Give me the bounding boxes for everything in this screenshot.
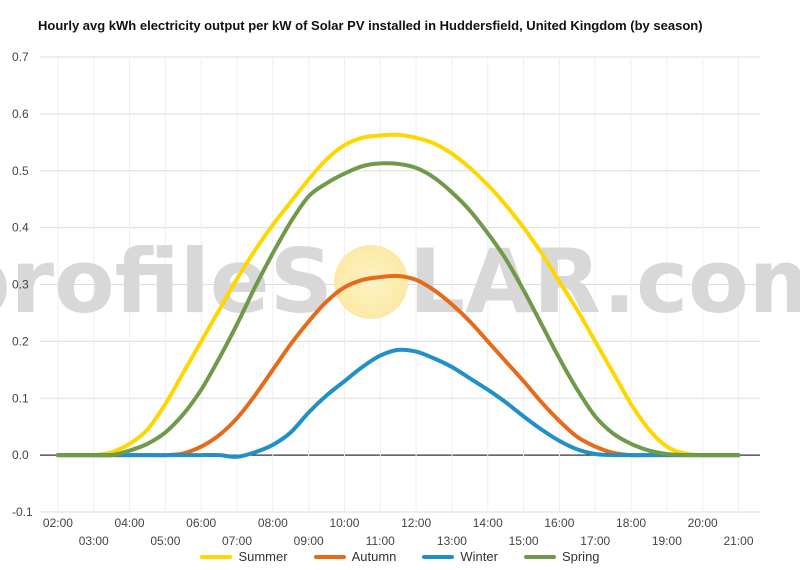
x-tick-label: 13:00 [437, 534, 467, 548]
y-tick-label: 0.3 [12, 278, 29, 292]
watermark-sun-icon [334, 245, 408, 319]
x-tick-label: 10:00 [329, 516, 359, 530]
y-tick-label: 0.5 [12, 164, 29, 178]
x-tick-label: 20:00 [688, 516, 718, 530]
x-tick-label: 19:00 [652, 534, 682, 548]
y-tick-label: 0.6 [12, 107, 29, 121]
watermark-text-right: LAR.com [409, 230, 800, 333]
y-tick-label: -0.1 [12, 505, 33, 519]
series-line-winter[interactable] [55, 347, 741, 459]
watermark-text-left: profileS [0, 230, 333, 333]
x-tick-label: 16:00 [544, 516, 574, 530]
legend: Summer Autumn Winter Spring [0, 549, 800, 564]
series-line-spring[interactable] [55, 161, 741, 458]
x-tick-label: 09:00 [294, 534, 324, 548]
legend-label: Autumn [351, 549, 397, 564]
x-tick-label: 14:00 [473, 516, 503, 530]
y-tick-label: 0.2 [12, 334, 29, 348]
x-tick-label: 02:00 [43, 516, 73, 530]
y-tick-label: 0.7 [12, 50, 29, 64]
y-tick-label: 0.4 [12, 221, 29, 235]
y-tick-label: 0.1 [12, 391, 29, 405]
x-tick-label: 05:00 [150, 534, 180, 548]
x-tick-label: 15:00 [509, 534, 539, 548]
chart-title: Hourly avg kWh electricity output per kW… [38, 18, 703, 33]
legend-swatch [523, 554, 556, 559]
x-tick-label: 11:00 [366, 534, 395, 548]
x-tick-label: 17:00 [580, 534, 610, 548]
legend-item-winter[interactable]: Winter [422, 549, 498, 564]
x-tick-label: 07:00 [222, 534, 252, 548]
y-tick-label: 0.0 [12, 448, 29, 462]
x-tick-label: 12:00 [401, 516, 431, 530]
legend-label: Spring [561, 549, 600, 564]
x-tick-label: 04:00 [115, 516, 145, 530]
x-tick-label: 08:00 [258, 516, 288, 530]
x-tick-label: 21:00 [723, 534, 753, 548]
x-tick-label: 06:00 [186, 516, 216, 530]
legend-item-autumn[interactable]: Autumn [313, 549, 397, 564]
legend-item-spring[interactable]: Spring [523, 549, 600, 564]
legend-label: Summer [238, 549, 288, 564]
legend-label: Winter [460, 549, 498, 564]
x-tick-label: 03:00 [79, 534, 109, 548]
legend-swatch [200, 554, 233, 559]
x-tick-label: 18:00 [616, 516, 646, 530]
watermark: profileS LAR.com [0, 230, 800, 333]
legend-swatch [313, 554, 346, 559]
legend-swatch [422, 554, 455, 559]
legend-item-summer[interactable]: Summer [200, 549, 288, 564]
series-line-summer[interactable] [55, 132, 741, 458]
